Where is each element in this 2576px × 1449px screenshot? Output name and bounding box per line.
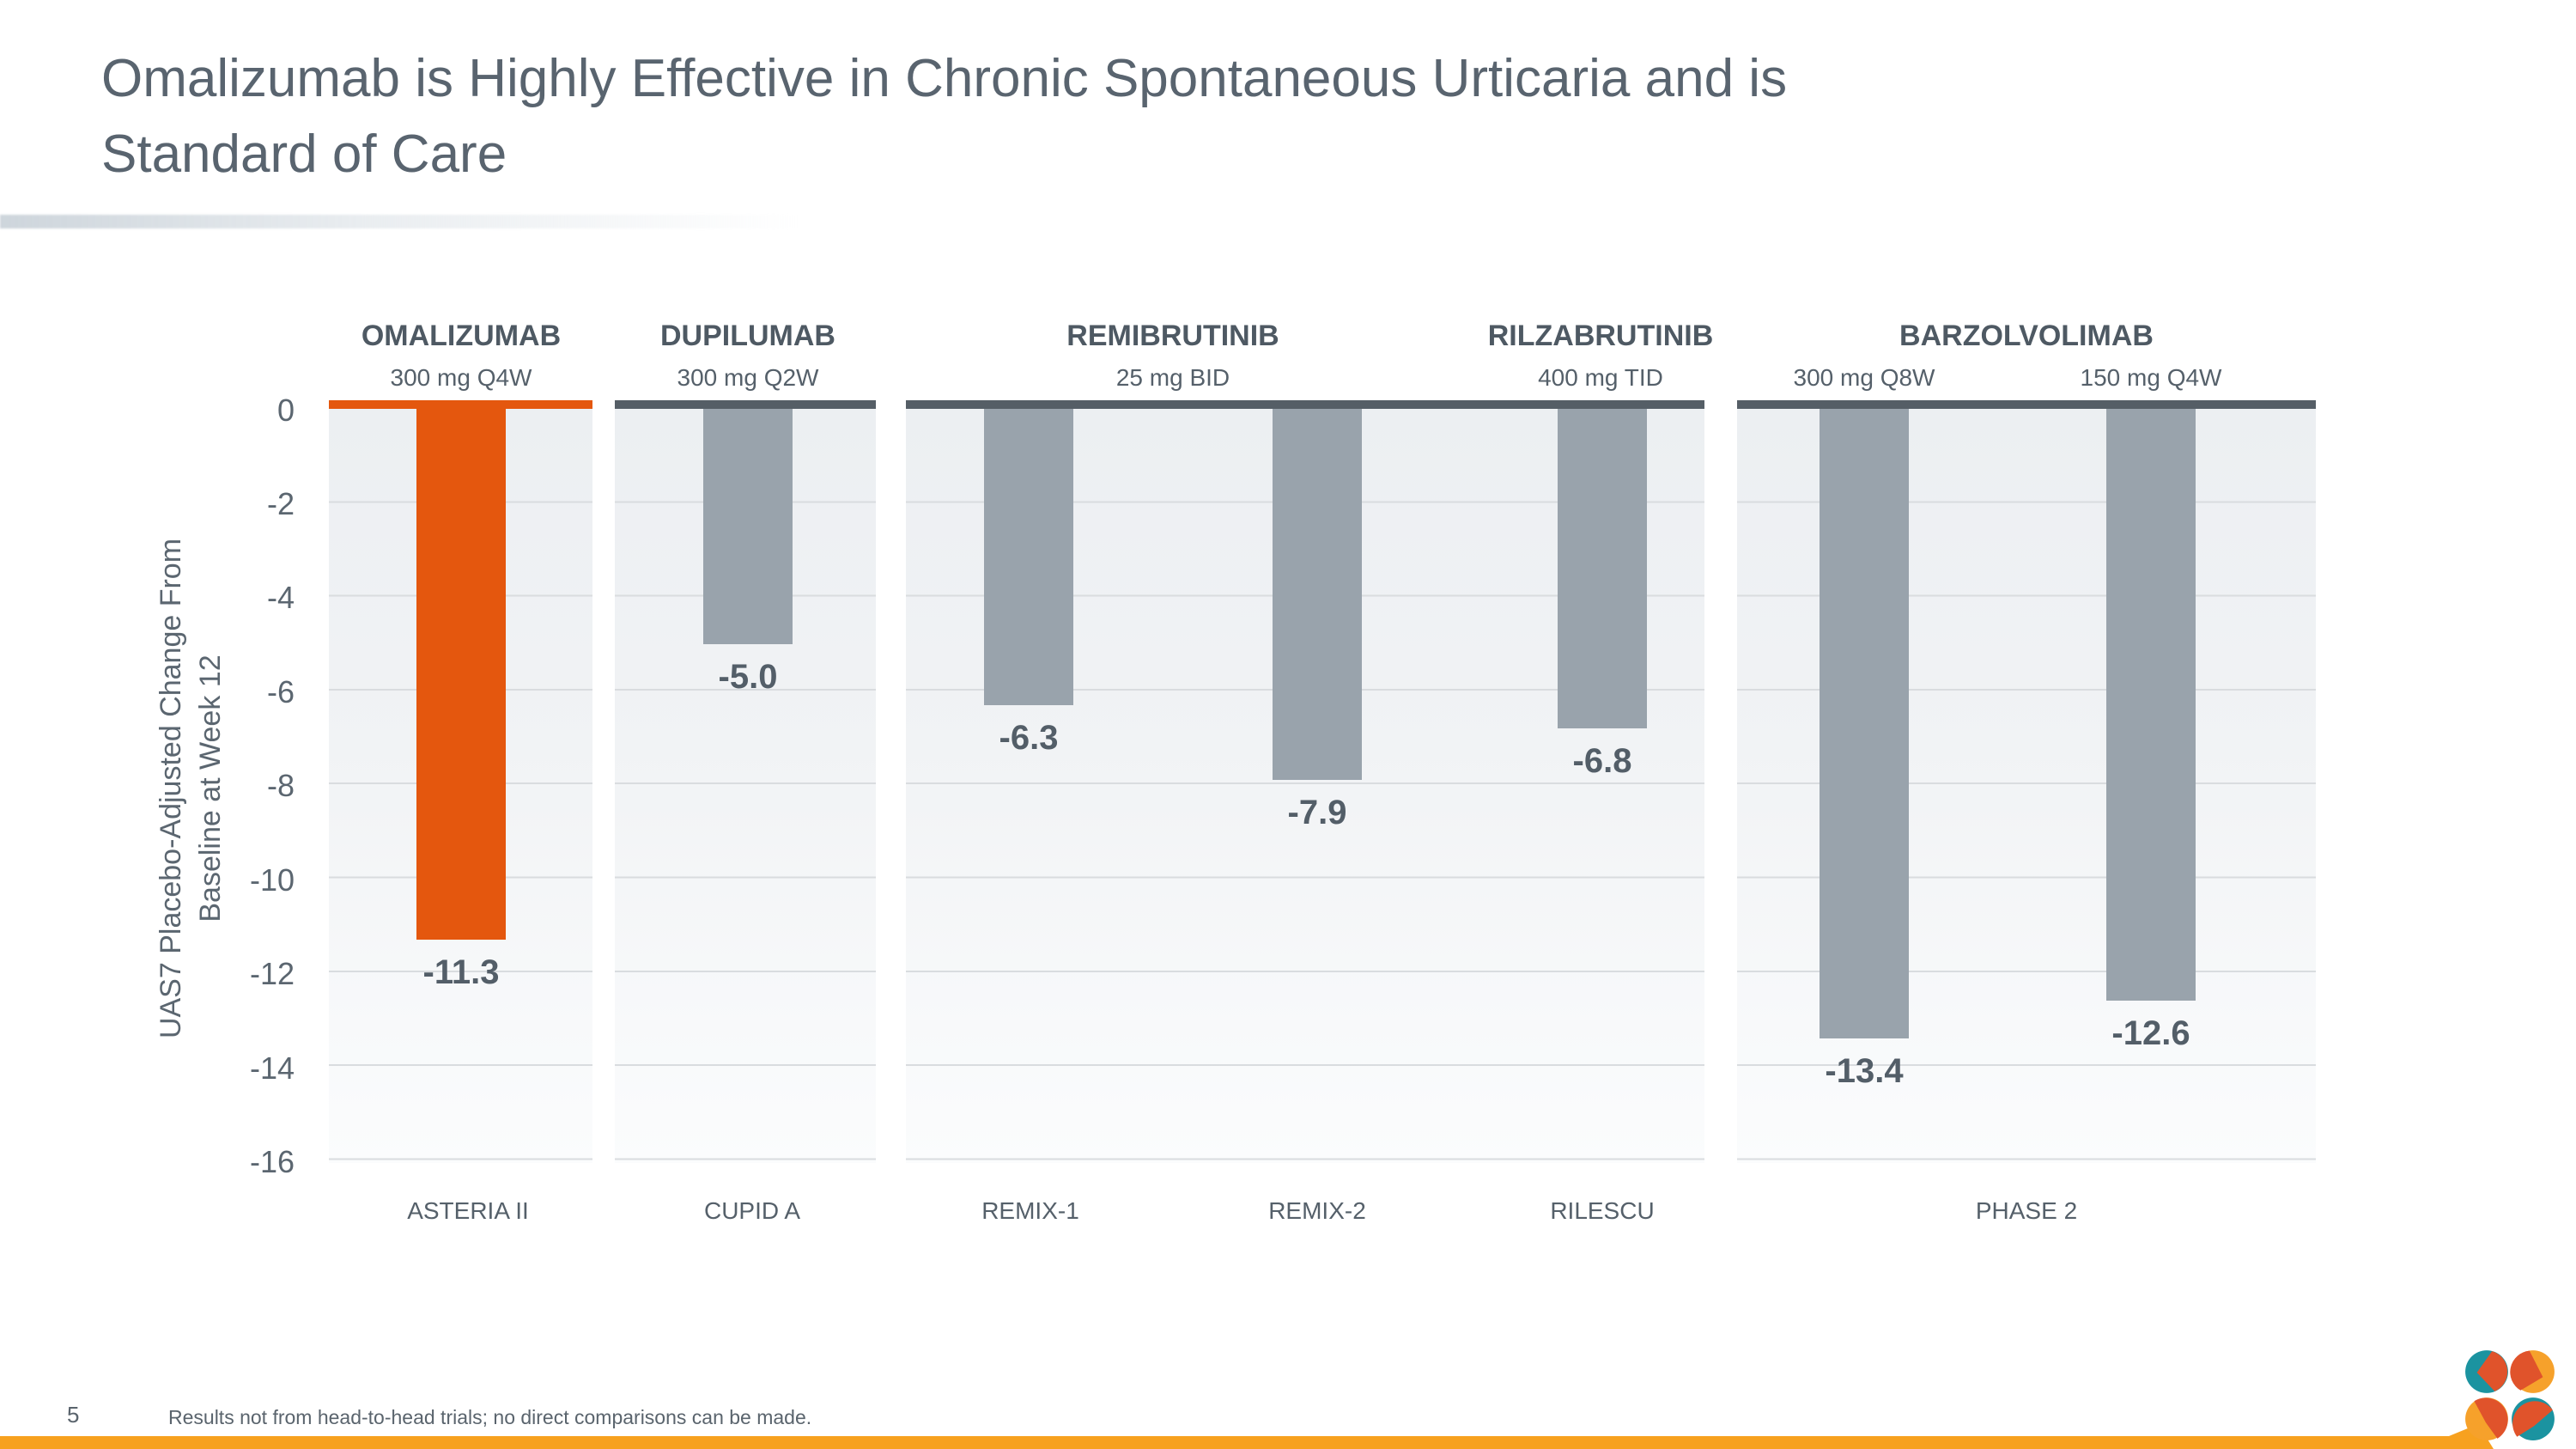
- bar-phase2-q4w: [2106, 409, 2196, 1001]
- footnote: Results not from head-to-head trials; no…: [168, 1406, 812, 1428]
- bar-value-label: -13.4: [1825, 1052, 1904, 1090]
- bar-remix-2: [1273, 409, 1362, 780]
- dose-label: 300 mg Q4W: [390, 364, 532, 391]
- bar-value-label: -12.6: [2111, 1014, 2190, 1052]
- trial-label: RILESCU: [1550, 1197, 1655, 1224]
- logo-circle-top-left: [2465, 1350, 2508, 1393]
- y-tick-label: -2: [266, 486, 295, 521]
- y-tick-label: -12: [249, 956, 295, 991]
- bar-value-label: -5.0: [718, 658, 778, 696]
- dose-label: 25 mg BID: [1115, 364, 1230, 391]
- y-tick-label: -10: [249, 862, 295, 898]
- drug-header-dupilumab: DUPILUMAB: [660, 320, 835, 352]
- y-tick-label: 0: [276, 393, 295, 428]
- y-tick-label: -14: [249, 1050, 295, 1086]
- page-number: 5: [67, 1402, 80, 1428]
- y-tick-label: -16: [249, 1144, 295, 1179]
- drug-header-barzolvolimab: BARZOLVOLIMAB: [1899, 320, 2154, 352]
- logo-icon: [2465, 1350, 2555, 1440]
- dose-label: 300 mg Q8W: [1793, 364, 1935, 391]
- slide-title-line-2: Standard of Care: [101, 125, 507, 184]
- bar-remix-1: [984, 409, 1073, 705]
- bar-value-label: -7.9: [1287, 794, 1347, 831]
- bar-cupid-a: [703, 409, 793, 644]
- y-tick-label: -6: [266, 674, 295, 709]
- logo-circle-bottom-left: [2465, 1397, 2508, 1440]
- y-tick-label: -8: [266, 768, 295, 803]
- bar-asteria-ii: [416, 409, 506, 940]
- drug-header-rilzabrutinib: RILZABRUTINIB: [1487, 320, 1714, 352]
- trial-label: CUPID A: [703, 1197, 801, 1224]
- logo-circle-top-right: [2510, 1350, 2555, 1393]
- bar-value-label: -6.3: [999, 719, 1059, 757]
- trial-label: REMIX-1: [981, 1197, 1079, 1224]
- bar-value-label: -11.3: [422, 953, 500, 991]
- dose-label: 300 mg Q2W: [677, 364, 819, 391]
- y-tick-label: -4: [266, 580, 295, 615]
- drug-header-remibrutinib: REMIBRUTINIB: [1066, 320, 1279, 352]
- logo-circle-bottom-right: [2512, 1397, 2555, 1440]
- bar-phase2-q8w: [1820, 409, 1909, 1038]
- bar-rilescu: [1558, 409, 1647, 728]
- trial-label: PHASE 2: [1975, 1197, 2078, 1224]
- drug-header-omalizumab: OMALIZUMAB: [361, 320, 562, 352]
- bar-value-label: -6.8: [1572, 742, 1632, 780]
- dose-label: 400 mg TID: [1538, 364, 1663, 391]
- title-underline-swoosh: [0, 215, 799, 228]
- slide-title: Omalizumab is Highly Effective in Chroni…: [101, 41, 2300, 192]
- trial-label: ASTERIA II: [407, 1197, 529, 1224]
- slide-title-line-1: Omalizumab is Highly Effective in Chroni…: [101, 49, 1788, 108]
- dose-label: 150 mg Q4W: [2080, 364, 2222, 391]
- trial-label: REMIX-2: [1268, 1197, 1366, 1224]
